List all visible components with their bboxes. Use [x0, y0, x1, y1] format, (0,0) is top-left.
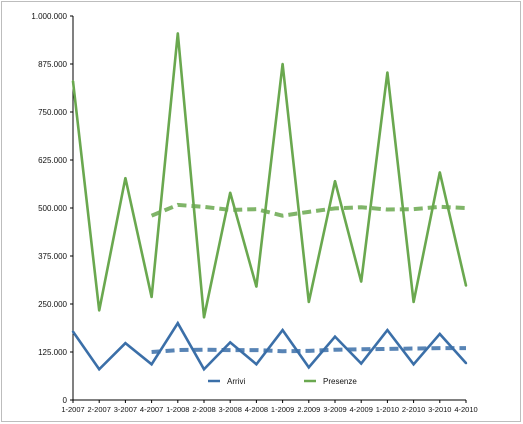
y-tick-label: 875.000 — [38, 60, 67, 69]
data-point-presenze — [202, 316, 206, 319]
data-point-arrivi — [464, 361, 468, 365]
y-axis: 0 125.000 250.000 375.000 500.000 625.000 750.… — [31, 12, 74, 405]
data-point-arrivi — [150, 363, 153, 366]
y-tick-label: 375.000 — [38, 252, 67, 261]
data-point-presenze — [124, 176, 127, 180]
data-point-presenze — [176, 32, 179, 35]
legend-label-presenze: Presenze — [323, 377, 357, 386]
y-tick-label: 1.000.000 — [31, 12, 67, 21]
series-line-arrivi — [71, 320, 467, 372]
y-tick-label: 0 — [63, 396, 68, 405]
x-tick-label: 1-2009 — [271, 405, 294, 414]
x-tick-label: 4-2009 — [350, 405, 373, 414]
data-point-presenze — [71, 80, 75, 83]
y-tick-label: 250.000 — [38, 300, 67, 309]
data-point-arrivi — [386, 328, 389, 332]
x-tick-label: 2-2007 — [88, 405, 111, 414]
series-lines — [71, 32, 468, 372]
y-tick-label: 750.000 — [38, 108, 67, 117]
x-tick-label: 1-2010 — [376, 405, 399, 414]
trend-line-presenze — [150, 202, 467, 218]
data-point-arrivi — [333, 335, 337, 338]
data-point-arrivi — [307, 366, 310, 369]
data-point-presenze — [412, 300, 415, 304]
data-point-presenze — [150, 295, 153, 299]
data-point-presenze — [255, 285, 258, 288]
y-tick-label: 500.000 — [38, 204, 67, 213]
data-point-arrivi — [229, 341, 232, 344]
data-point-presenze — [360, 280, 363, 283]
data-point-presenze — [438, 171, 441, 174]
data-point-arrivi — [98, 368, 101, 371]
x-tick-label: 3-2009 — [323, 405, 346, 414]
x-axis: 1-2007 2-2007 3-2007 4-2007 1-2008 2-2008 3-20… — [61, 399, 478, 414]
data-point-arrivi — [202, 368, 206, 371]
legend: Arrivi Presenze — [208, 377, 357, 386]
data-point-presenze — [229, 191, 232, 194]
data-point-presenze — [386, 71, 389, 74]
x-tick-label: 3-2007 — [114, 405, 137, 414]
data-point-arrivi — [71, 330, 75, 333]
data-point-presenze — [333, 179, 337, 183]
data-point-arrivi — [412, 363, 415, 366]
y-tick-label: 125.000 — [38, 348, 67, 357]
y-tick-label: 625.000 — [38, 156, 67, 165]
series-line-presenze — [71, 33, 468, 318]
data-point-arrivi — [360, 362, 363, 365]
data-point-arrivi — [176, 322, 179, 325]
data-point-presenze — [464, 284, 468, 287]
data-point-presenze — [98, 309, 101, 312]
x-tick-label: 2.2009 — [297, 405, 320, 414]
legend-label-arrivi: Arrivi — [227, 377, 245, 386]
data-point-arrivi — [438, 332, 441, 336]
data-point-presenze — [307, 300, 310, 304]
x-tick-label: 1-2008 — [166, 405, 189, 414]
x-tick-label: 1-2007 — [61, 405, 84, 414]
trend-lines — [150, 202, 467, 354]
x-tick-label: 2-2010 — [402, 405, 425, 414]
x-tick-label: 4-2010 — [454, 405, 477, 414]
x-tick-label: 3-2010 — [428, 405, 451, 414]
data-point-arrivi — [281, 328, 284, 332]
x-tick-label: 4-2008 — [245, 405, 268, 414]
data-point-arrivi — [124, 341, 127, 345]
x-tick-label: 3-2008 — [219, 405, 242, 414]
trend-line-arrivi — [151, 346, 466, 354]
data-point-presenze — [281, 62, 284, 66]
data-point-arrivi — [255, 363, 258, 366]
x-tick-label: 2-2008 — [192, 405, 215, 414]
x-tick-label: 4-2007 — [140, 405, 163, 414]
